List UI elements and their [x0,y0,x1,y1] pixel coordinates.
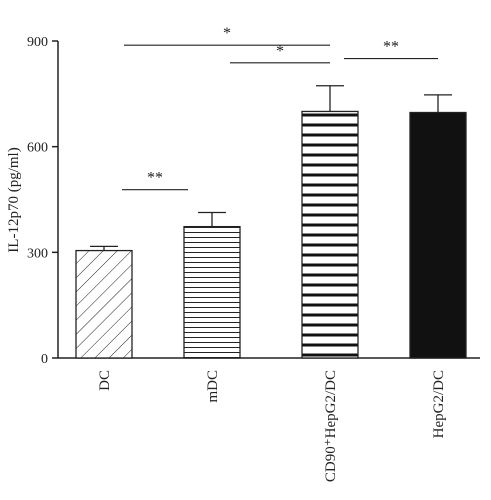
bar-4 [409,111,467,359]
category-label-4: HepG2/DC [431,370,447,438]
bar-1 [75,249,133,359]
significance-label-2: * [276,43,284,60]
significance-label-4: ** [147,170,163,187]
category-labels: DC mDC CD90⁺HepG2/DC HepG2/DC [97,370,447,482]
bar-3 [301,110,359,359]
significance-annotations: ** **** [122,25,438,191]
y-tick-label: 900 [27,35,48,50]
category-label-3: CD90⁺HepG2/DC [323,370,339,482]
bars [75,85,467,359]
y-ticks: 0 300 600 900 [27,35,58,367]
significance-label-1: * [223,25,231,42]
category-label-1: DC [97,370,113,391]
bar-2 [183,225,241,359]
y-tick-label: 300 [27,246,48,261]
y-tick-label: 0 [41,352,48,367]
category-label-2: mDC [205,370,221,403]
significance-label-3: ** [383,39,399,56]
y-tick-label: 600 [27,141,48,156]
y-axis-label: IL-12p70 (pg/ml) [6,147,22,252]
